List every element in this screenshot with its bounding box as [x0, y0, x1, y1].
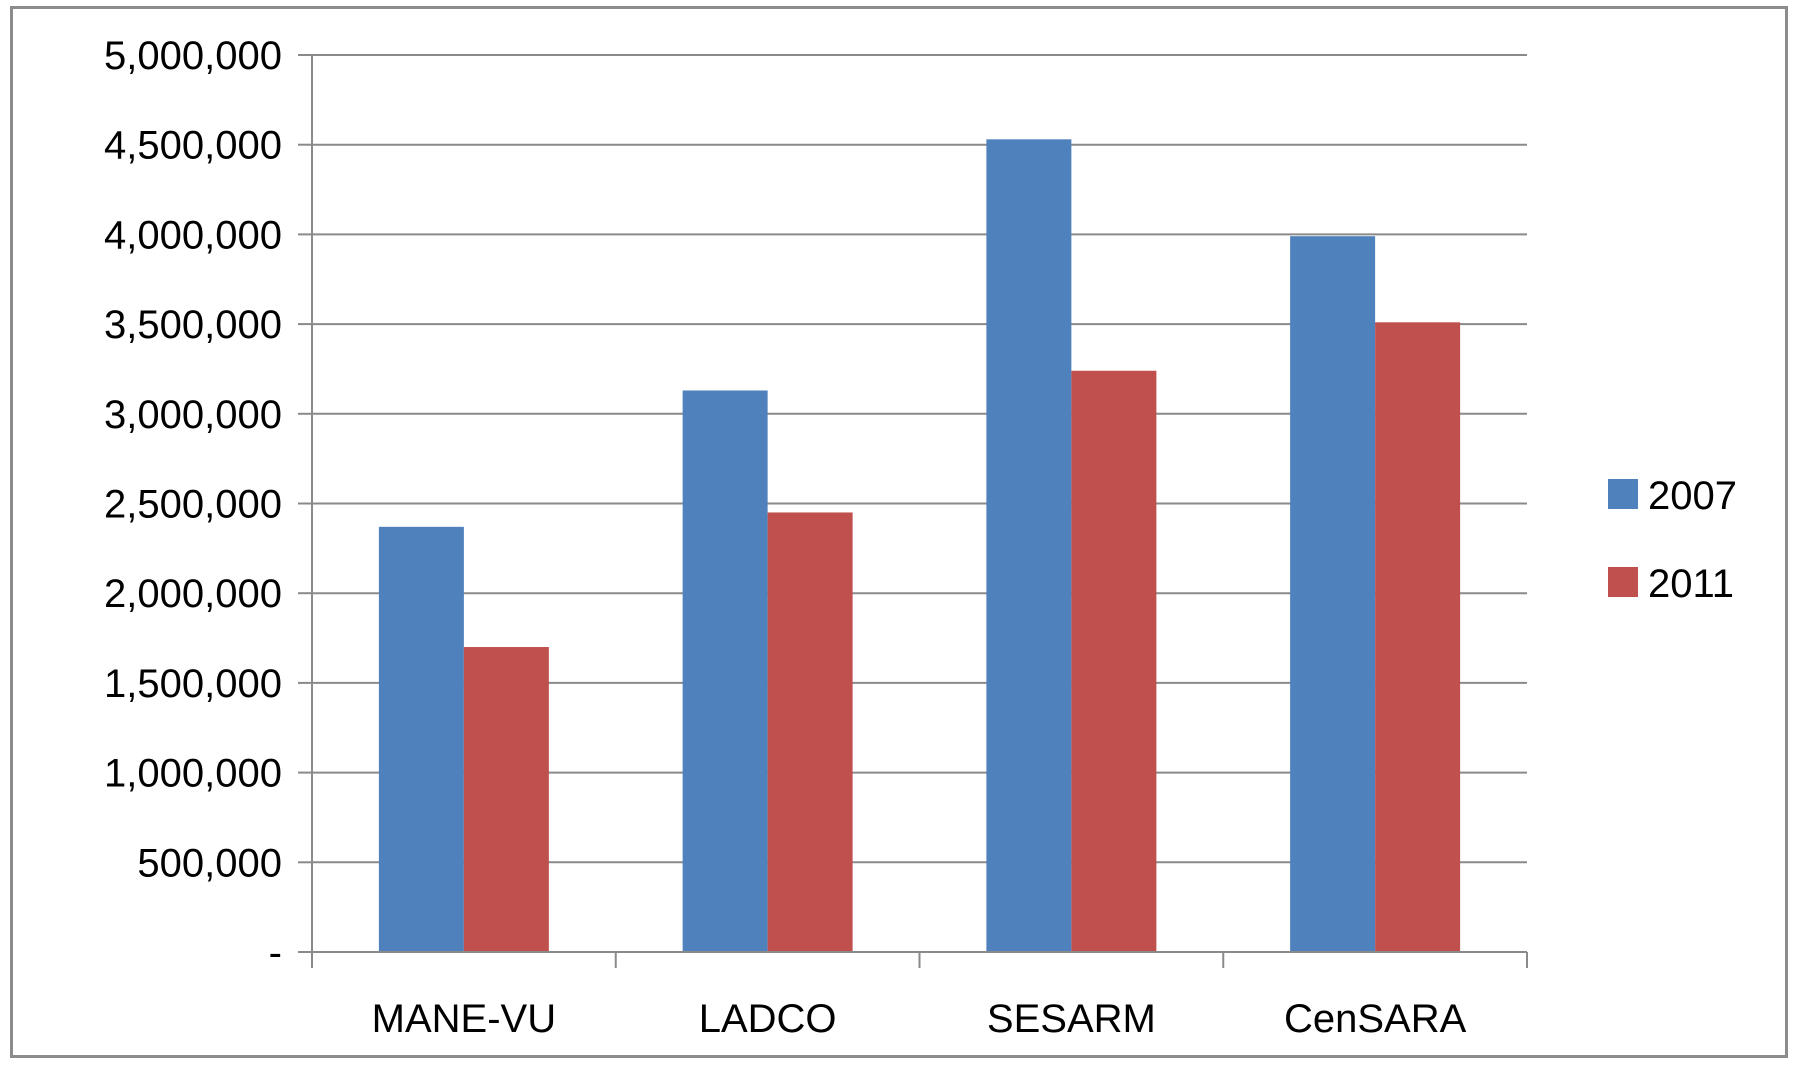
x-axis-tick-labels: MANE-VU LADCO SESARM CenSARA — [372, 997, 1467, 1041]
bar-2011-SESARM — [1071, 370, 1157, 952]
y-tick-label: 1,000,000 — [104, 752, 282, 796]
y-tick-label: 4,000,000 — [104, 213, 282, 257]
bar-2007-MANE-VU — [378, 526, 464, 952]
legend-label: 2007 — [1648, 474, 1737, 518]
y-tick-label: - — [269, 931, 282, 975]
y-tick-label: 2,000,000 — [104, 572, 282, 616]
x-tick-label: MANE-VU — [372, 997, 556, 1041]
bar-2011-LADCO — [767, 512, 853, 952]
legend-swatch — [1608, 567, 1638, 597]
y-tick-label: 3,500,000 — [104, 303, 282, 347]
axes — [298, 54, 1528, 968]
bars — [378, 139, 1461, 953]
bar-2007-CenSARA — [1290, 236, 1376, 953]
x-tick-label: CenSARA — [1284, 997, 1467, 1041]
y-tick-label: 2,500,000 — [104, 483, 282, 527]
y-tick-label: 3,000,000 — [104, 393, 282, 437]
y-tick-label: 1,500,000 — [104, 662, 282, 706]
legend: 2007 2011 — [1608, 474, 1737, 606]
y-tick-label: 500,000 — [137, 841, 282, 885]
x-tick-label: SESARM — [987, 997, 1156, 1041]
bar-2007-SESARM — [986, 139, 1072, 952]
bar-2011-CenSARA — [1375, 322, 1461, 952]
bar-2007-LADCO — [682, 390, 768, 952]
y-tick-label: 5,000,000 — [104, 34, 282, 78]
legend-label: 2011 — [1648, 562, 1734, 606]
y-tick-label: 4,500,000 — [104, 124, 282, 168]
legend-swatch — [1608, 479, 1638, 509]
chart-area — [10, 6, 1788, 1058]
y-axis-tick-labels: - 500,000 1,000,000 1,500,000 2,000,000 2,500… — [104, 34, 282, 975]
bar-2011-MANE-VU — [463, 647, 549, 952]
x-tick-label: LADCO — [699, 997, 837, 1041]
